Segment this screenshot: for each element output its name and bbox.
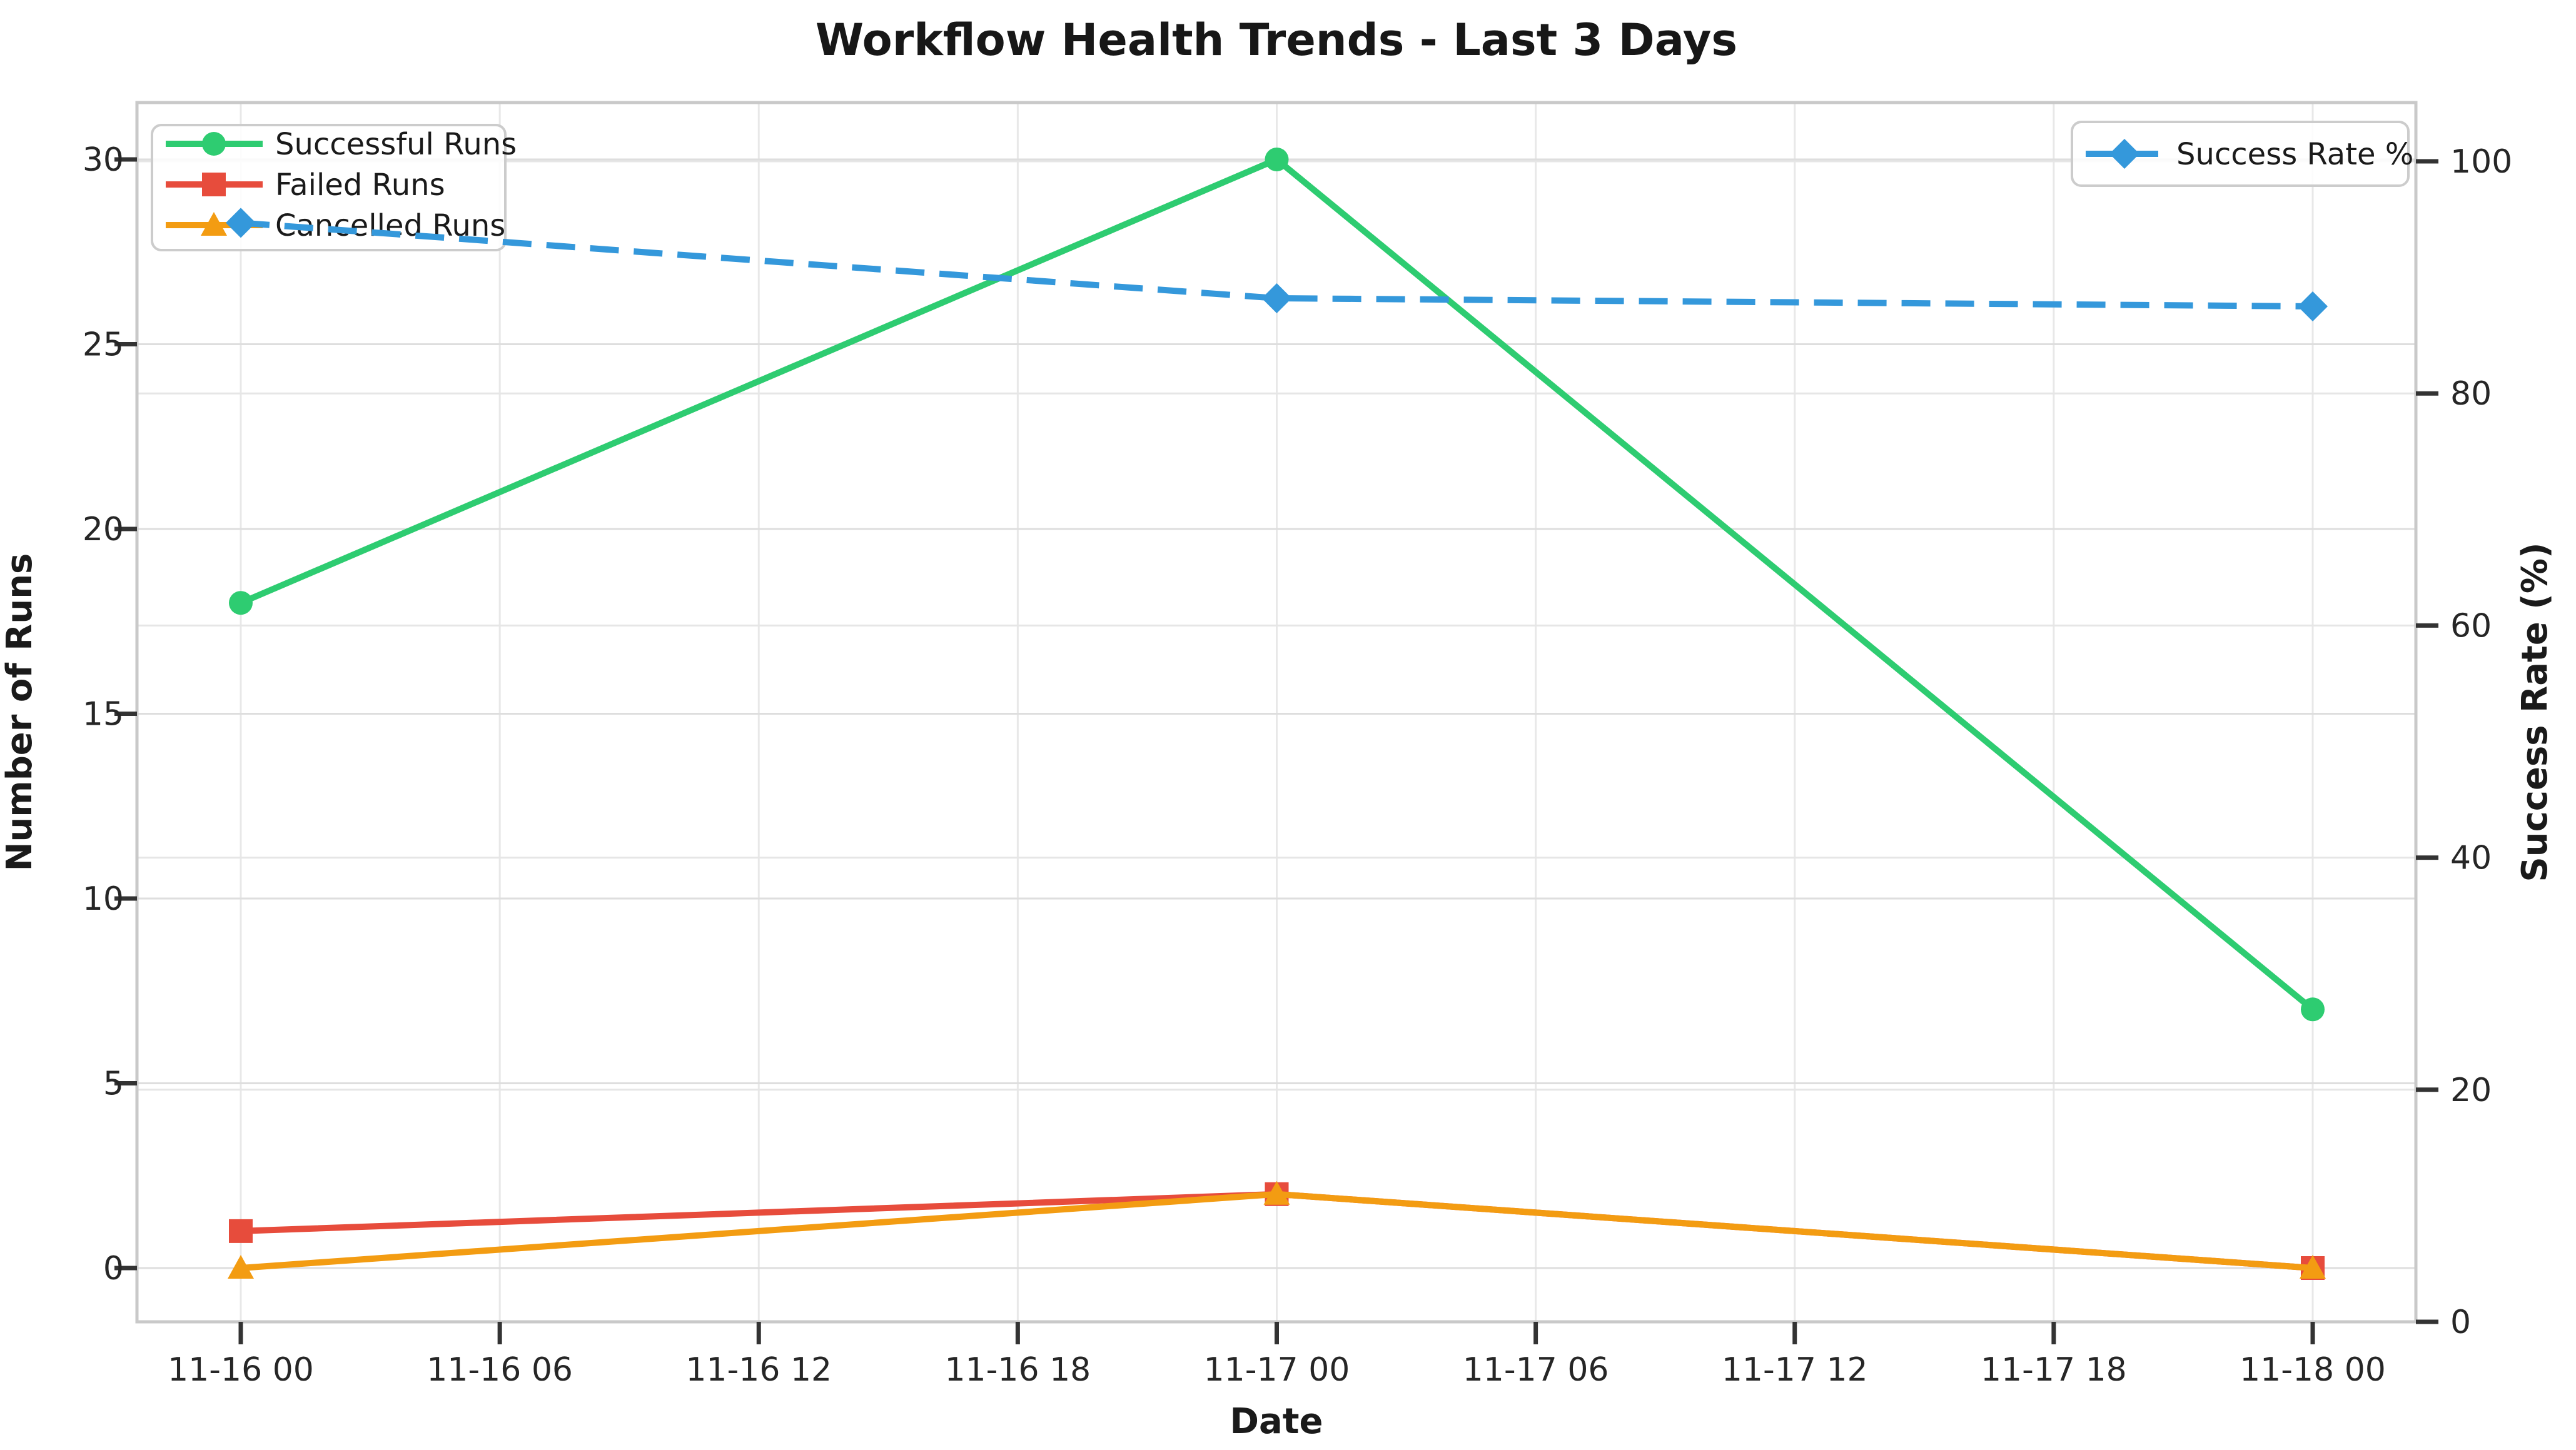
y-tick-label-right: 0: [2450, 1304, 2471, 1341]
legend-right: Success Rate %: [2071, 121, 2413, 187]
circle-marker-icon: [229, 591, 253, 615]
triangle-marker-icon: [1263, 1181, 1290, 1205]
square-marker-icon: [229, 1219, 253, 1243]
circle-marker-icon: [2301, 997, 2325, 1022]
y-tick-label-right: 80: [2450, 375, 2492, 413]
series-right-axis: [226, 208, 2328, 321]
circle-marker-icon: [202, 132, 226, 156]
x-tick-label: 11-16 18: [944, 1351, 1091, 1389]
y-tick-label-left: 10: [83, 880, 124, 918]
triangle-marker-icon: [201, 212, 227, 236]
x-tick-label: 11-17 18: [1981, 1351, 2127, 1389]
triangle-marker-icon: [228, 1255, 254, 1279]
grid-lines: [137, 103, 2416, 1322]
x-tick-label: 11-17 06: [1463, 1351, 1609, 1389]
y-tick-label-right: 60: [2450, 607, 2492, 645]
x-tick-label: 11-18 00: [2240, 1351, 2386, 1389]
y-tick-label-left: 20: [83, 511, 124, 548]
legend-right-frame: [2071, 121, 2410, 187]
diamond-marker-icon: [2109, 139, 2139, 169]
x-tick-label: 11-16 06: [427, 1351, 573, 1389]
x-tick-label: 11-16 00: [168, 1351, 314, 1389]
y-tick-label-left: 25: [83, 326, 124, 364]
circle-marker-icon: [1265, 148, 1289, 171]
square-marker-icon: [202, 173, 226, 196]
x-tick-label: 11-17 12: [1722, 1351, 1868, 1389]
legend-item-success-rate: Success Rate %: [2086, 137, 2413, 172]
y-tick-label-left: 5: [103, 1065, 124, 1103]
y-axis-label-left: Number of Runs: [0, 553, 40, 872]
y-tick-label-left: 30: [83, 141, 124, 179]
diamond-marker-icon: [1261, 283, 1292, 314]
legend-label-successful: Successful Runs: [275, 127, 517, 162]
y-tick-label-right: 20: [2450, 1072, 2492, 1109]
y-tick-label-left: 15: [83, 696, 124, 733]
x-axis-label: Date: [1230, 1401, 1323, 1442]
series-line-success-rate-: [240, 219, 2313, 310]
legend-item-successful-runs: Successful Runs: [166, 127, 517, 162]
y-tick-label-right: 40: [2450, 840, 2492, 877]
y-tick-label-left: 0: [103, 1250, 124, 1287]
y-axis-label-right: Success Rate (%): [2515, 542, 2555, 882]
axis-ticks: 11-16 00 11-16 06 11-16 12 11-16 18 11-17 00…: [83, 141, 2512, 1389]
diamond-marker-icon: [2298, 291, 2328, 321]
y-tick-label-right: 100: [2450, 143, 2512, 181]
x-tick-label: 11-17 00: [1204, 1351, 1350, 1389]
chart-title: Workflow Health Trends - Last 3 Days: [816, 14, 1737, 66]
triangle-marker-icon: [2300, 1255, 2326, 1279]
diamond-marker-icon: [226, 208, 256, 238]
legend-item-failed-runs: Failed Runs: [166, 168, 445, 203]
series-left-axis: [228, 148, 2326, 1280]
legend-label-success-rate: Success Rate %: [2176, 137, 2413, 172]
legend-label-failed: Failed Runs: [275, 168, 445, 203]
x-tick-label: 11-16 12: [685, 1351, 832, 1389]
